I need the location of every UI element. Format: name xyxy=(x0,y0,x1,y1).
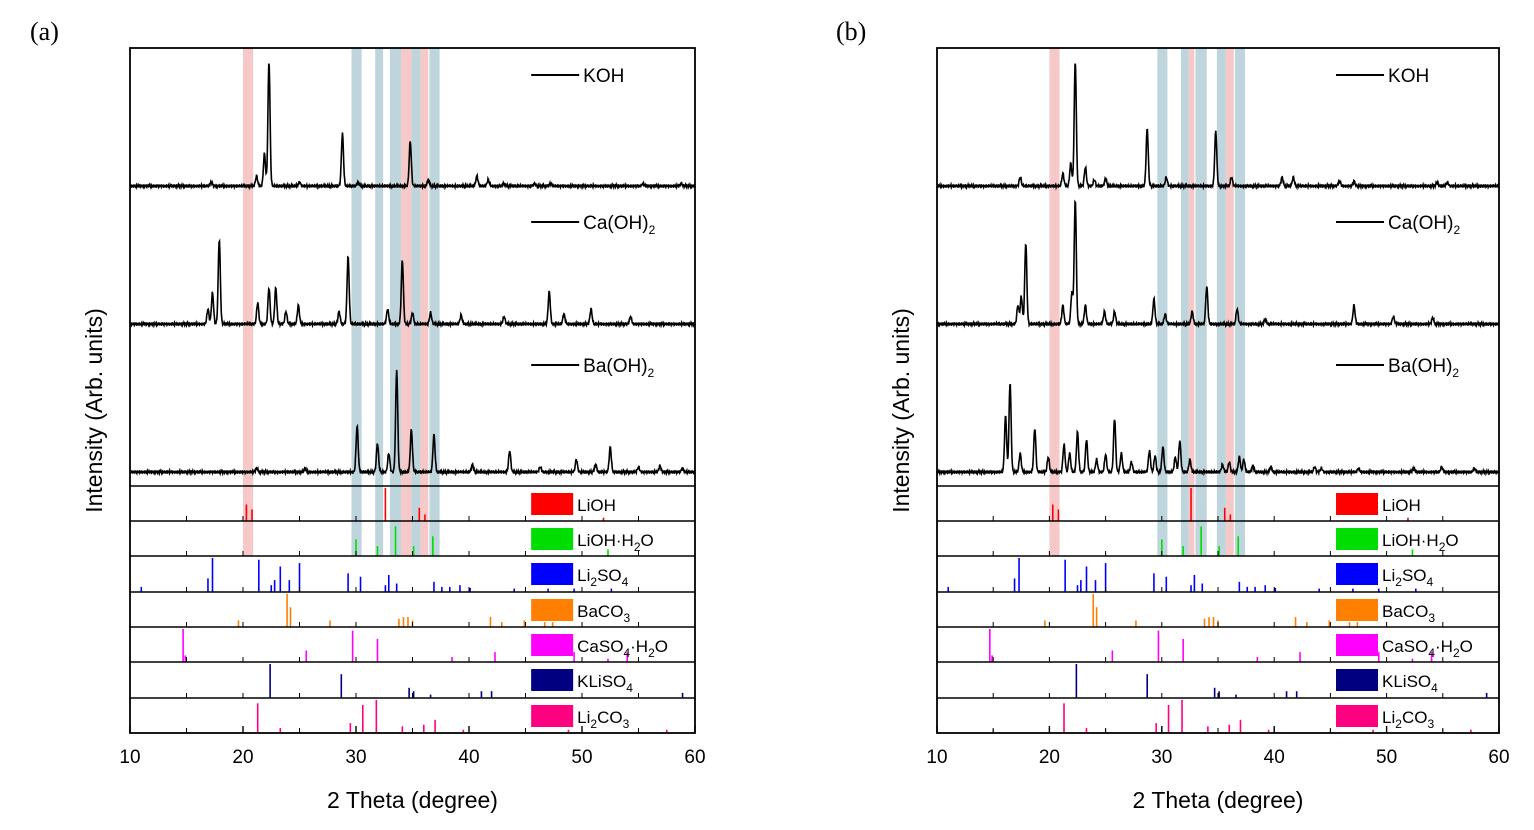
legend-label-Ca(OH)2: Ca(OH)2 xyxy=(583,213,655,237)
trace-Ca(OH)2 xyxy=(936,199,1500,329)
highlight-band-blue xyxy=(411,48,421,556)
highlight-band-blue xyxy=(1180,48,1189,556)
reference-swatch-KLiSO4 xyxy=(1336,669,1379,691)
x-tick-label: 60 xyxy=(1488,747,1509,768)
reference-swatch-LiOH xyxy=(1336,493,1379,515)
trace-Ba(OH)2 xyxy=(936,383,1500,477)
x-axis-title: 2 Theta (degree) xyxy=(327,787,498,813)
reference-label-LiOH·H2O: LiOH·H2O xyxy=(1382,531,1459,554)
highlight-band-pink xyxy=(1188,48,1195,556)
legend-label-KOH: KOH xyxy=(1388,66,1429,87)
trace-KOH xyxy=(129,63,696,191)
x-tick-label: 20 xyxy=(232,747,253,768)
highlight-band-blue xyxy=(429,48,440,556)
reference-label-BaCO3: BaCO3 xyxy=(1382,602,1435,625)
reference-label-CaSO4·H2O: CaSO4·H2O xyxy=(1382,637,1473,660)
reference-label-KLiSO4: KLiSO4 xyxy=(1382,672,1438,695)
reference-label-BaCO3: BaCO3 xyxy=(577,602,630,625)
reference-swatch-KLiSO4 xyxy=(531,669,574,691)
reference-swatch-LiOH·H2O xyxy=(1336,528,1379,550)
highlight-band-blue xyxy=(389,48,402,556)
reference-label-Li2CO3: Li2CO3 xyxy=(577,708,629,731)
x-tick-label: 60 xyxy=(684,747,705,768)
highlight-band-blue xyxy=(351,48,362,556)
highlight-band-pink xyxy=(401,48,412,556)
reference-label-Li2SO4: Li2SO4 xyxy=(1382,566,1433,589)
x-tick-label: 10 xyxy=(119,747,140,768)
trace-KOH xyxy=(936,63,1500,191)
reference-label-Li2CO3: Li2CO3 xyxy=(1382,708,1434,731)
reference-swatch-BaCO3 xyxy=(1336,599,1379,621)
x-tick-label: 20 xyxy=(1039,747,1060,768)
reference-label-Li2SO4: Li2SO4 xyxy=(577,566,628,589)
reference-label-CaSO4·H2O: CaSO4·H2O xyxy=(577,637,668,660)
reference-swatch-Li2CO3 xyxy=(1336,705,1379,727)
x-tick-label: 40 xyxy=(1264,747,1285,768)
reference-label-KLiSO4: KLiSO4 xyxy=(577,672,633,695)
reference-swatch-BaCO3 xyxy=(531,599,574,621)
y-axis-title: Intensity (Arb. units) xyxy=(81,308,107,513)
x-tick-label: 50 xyxy=(1376,747,1397,768)
legend-label-Ba(OH)2: Ba(OH)2 xyxy=(583,356,654,380)
trace-Ca(OH)2 xyxy=(129,238,696,329)
highlight-band-blue xyxy=(1157,48,1168,556)
reference-swatch-Li2SO4 xyxy=(531,563,574,585)
reference-swatch-Li2CO3 xyxy=(531,705,574,727)
highlight-band-blue xyxy=(1216,48,1226,556)
x-tick-label: 50 xyxy=(571,747,592,768)
highlight-band-blue xyxy=(1234,48,1245,556)
legend-label-KOH: KOH xyxy=(583,66,624,87)
highlight-band-blue xyxy=(1195,48,1207,556)
legend-label-Ca(OH)2: Ca(OH)2 xyxy=(1388,213,1460,237)
xrd-panel-a: (a) KOH Ca(OH)2 Ba(OH)2 LiOH LiOH·H2O Li2SO4 Ba… xyxy=(30,17,706,813)
reference-swatch-Li2SO4 xyxy=(1336,563,1379,585)
x-tick-label: 30 xyxy=(345,747,366,768)
x-axis-title: 2 Theta (degree) xyxy=(1133,787,1304,813)
xrd-panel-b: (b) KOH Ca(OH)2 Ba(OH)2 LiOH LiOH·H2O Li2SO4 Ba… xyxy=(836,17,1510,813)
reference-label-LiOH: LiOH xyxy=(577,496,616,515)
reference-swatch-CaSO4·H2O xyxy=(531,634,574,656)
panel-label: (b) xyxy=(836,17,866,46)
x-tick-label: 30 xyxy=(1151,747,1172,768)
highlight-band-pink xyxy=(420,48,429,556)
reference-swatch-LiOH xyxy=(531,493,574,515)
reference-label-LiOH: LiOH xyxy=(1382,496,1421,515)
reference-swatch-CaSO4·H2O xyxy=(1336,634,1379,656)
reference-swatch-LiOH·H2O xyxy=(531,528,574,550)
y-axis-title: Intensity (Arb. units) xyxy=(888,308,914,513)
reference-label-LiOH·H2O: LiOH·H2O xyxy=(577,531,654,554)
highlight-band-pink xyxy=(243,48,254,556)
highlight-band-pink xyxy=(1049,48,1060,556)
x-tick-label: 10 xyxy=(926,747,947,768)
x-tick-label: 40 xyxy=(458,747,479,768)
highlight-band-blue xyxy=(375,48,384,556)
highlight-band-pink xyxy=(1225,48,1234,556)
legend-label-Ba(OH)2: Ba(OH)2 xyxy=(1388,356,1459,380)
panel-label: (a) xyxy=(30,17,59,46)
trace-Ba(OH)2 xyxy=(129,369,696,477)
